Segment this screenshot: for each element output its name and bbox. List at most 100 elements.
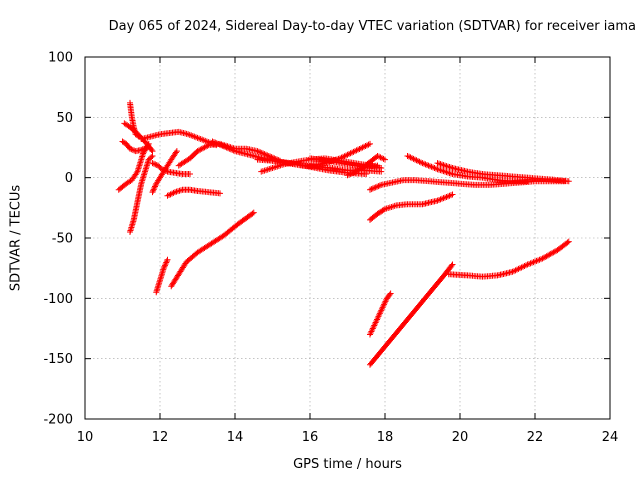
data-point <box>149 160 156 167</box>
data-point <box>257 149 264 156</box>
data-point <box>267 153 274 160</box>
y-tick-label: 100 <box>48 51 73 66</box>
data-series-3 <box>119 138 150 155</box>
y-tick-label: -150 <box>43 352 73 367</box>
data-point <box>374 162 381 169</box>
data-point <box>367 186 373 193</box>
data-series-22 <box>434 160 572 185</box>
data-point <box>380 206 387 213</box>
data-point <box>369 185 376 192</box>
data-point <box>344 172 351 179</box>
data-point <box>148 146 155 153</box>
data-series-25 <box>445 238 572 280</box>
data-point <box>254 148 261 155</box>
data-point <box>371 184 378 191</box>
data-point <box>135 132 142 139</box>
x-tick-label: 18 <box>377 430 394 445</box>
data-point <box>173 148 180 155</box>
data-point <box>129 146 136 153</box>
data-point <box>250 209 257 216</box>
x-tick-label: 24 <box>602 430 619 445</box>
data-point <box>219 142 226 149</box>
y-tick-labels: -200 -150 -100 -50 0 50 100 <box>43 51 73 428</box>
data-point <box>187 171 193 178</box>
data-point <box>223 144 230 151</box>
data-point <box>449 191 456 198</box>
data-point <box>222 143 229 150</box>
data-point <box>347 171 354 178</box>
data-series-4 <box>127 99 143 140</box>
x-tick-label: 22 <box>527 430 544 445</box>
x-tick-label: 12 <box>152 430 169 445</box>
data-point <box>162 260 169 267</box>
data-series-18 <box>168 209 257 290</box>
data-point <box>210 139 217 146</box>
data-point <box>143 144 150 151</box>
x-tick-labels: 10 12 14 16 18 20 22 24 <box>77 430 619 445</box>
data-series-24 <box>367 261 456 368</box>
data-point <box>127 145 133 152</box>
data-point <box>258 149 265 156</box>
data-point <box>229 146 236 153</box>
data-point <box>213 140 220 147</box>
data-point <box>224 145 231 152</box>
y-tick-label: 50 <box>56 111 73 126</box>
data-point <box>133 170 140 177</box>
data-point <box>149 189 156 196</box>
data-point <box>152 161 159 168</box>
data-series <box>115 99 572 368</box>
axis-ticks <box>84 56 611 420</box>
data-point <box>138 146 145 153</box>
data-point <box>160 166 167 173</box>
data-point <box>565 178 572 185</box>
data-point <box>158 166 165 173</box>
data-point <box>352 168 359 175</box>
data-point <box>212 139 219 146</box>
data-point <box>387 290 394 297</box>
data-point <box>220 143 227 150</box>
data-point <box>368 186 375 193</box>
data-point <box>163 168 170 175</box>
plot-frame <box>84 56 611 420</box>
data-point <box>348 170 355 177</box>
x-tick-label: 10 <box>77 430 94 445</box>
data-series-9 <box>164 186 223 199</box>
data-point <box>172 149 179 156</box>
data-point <box>163 258 170 265</box>
data-point <box>163 259 170 266</box>
data-point <box>367 140 373 147</box>
y-tick-label: -200 <box>43 413 73 428</box>
data-point <box>162 262 168 269</box>
data-point <box>141 145 148 152</box>
data-series-23 <box>367 290 394 338</box>
y-tick-label: 0 <box>65 171 73 186</box>
data-point <box>230 147 237 154</box>
data-point <box>148 154 155 161</box>
data-point <box>449 261 456 268</box>
data-series-5 <box>127 152 156 235</box>
data-point <box>227 146 234 153</box>
data-point <box>217 142 224 149</box>
data-point <box>161 167 168 174</box>
data-point <box>372 184 379 191</box>
x-tick-label: 20 <box>452 430 469 445</box>
data-point <box>139 146 146 153</box>
y-tick-label: -50 <box>52 232 73 247</box>
data-point <box>204 142 211 149</box>
data-point <box>564 239 571 246</box>
data-point <box>345 171 352 178</box>
data-point <box>376 182 383 189</box>
data-point <box>350 169 357 176</box>
data-point <box>128 146 135 153</box>
data-point <box>226 145 233 152</box>
data-point <box>375 183 382 190</box>
data-point <box>448 262 455 269</box>
data-point <box>164 256 171 263</box>
x-tick-label: 16 <box>302 430 319 445</box>
x-axis-label: GPS time / hours <box>293 457 402 472</box>
y-tick-label: -100 <box>43 292 73 307</box>
data-series-8 <box>149 160 193 178</box>
data-point <box>152 183 158 190</box>
data-series-10 <box>175 140 283 169</box>
